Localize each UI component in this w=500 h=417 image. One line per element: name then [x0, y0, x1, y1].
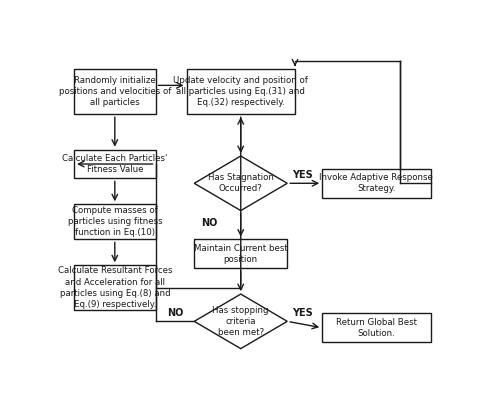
- Text: Calculate Resultant Forces
and Acceleration for all
particles using Eq.(8) and
E: Calculate Resultant Forces and Accelerat…: [58, 266, 172, 309]
- FancyBboxPatch shape: [322, 313, 430, 342]
- FancyBboxPatch shape: [186, 69, 295, 114]
- Polygon shape: [194, 156, 287, 211]
- Text: NO: NO: [202, 219, 218, 229]
- Text: Has Stagnation
Occurred?: Has Stagnation Occurred?: [208, 173, 274, 193]
- FancyBboxPatch shape: [74, 265, 156, 310]
- FancyBboxPatch shape: [322, 169, 430, 198]
- Text: Randomly initialize
positions and velocities of
all particles: Randomly initialize positions and veloci…: [58, 76, 171, 108]
- FancyBboxPatch shape: [74, 150, 156, 178]
- Text: Calculate Each Particles'
Fitness Value: Calculate Each Particles' Fitness Value: [62, 154, 168, 174]
- Text: Invoke Adaptive Response
Strategy.: Invoke Adaptive Response Strategy.: [320, 173, 434, 193]
- FancyBboxPatch shape: [74, 69, 156, 114]
- FancyBboxPatch shape: [194, 239, 287, 269]
- Text: YES: YES: [292, 170, 313, 180]
- Text: Maintain Current best
position: Maintain Current best position: [194, 244, 288, 264]
- FancyBboxPatch shape: [74, 204, 156, 239]
- Text: Update velocity and position of
all particles using Eq.(31) and
Eq.(32) respecti: Update velocity and position of all part…: [174, 76, 308, 108]
- Polygon shape: [194, 294, 287, 349]
- Text: Return Global Best
Solution.: Return Global Best Solution.: [336, 318, 417, 338]
- Text: Has stopping
criteria
been met?: Has stopping criteria been met?: [212, 306, 269, 337]
- Text: NO: NO: [166, 308, 183, 318]
- Text: Compute masses of
particles using fitness
function in Eq.(10): Compute masses of particles using fitnes…: [68, 206, 162, 237]
- Text: YES: YES: [292, 308, 313, 318]
